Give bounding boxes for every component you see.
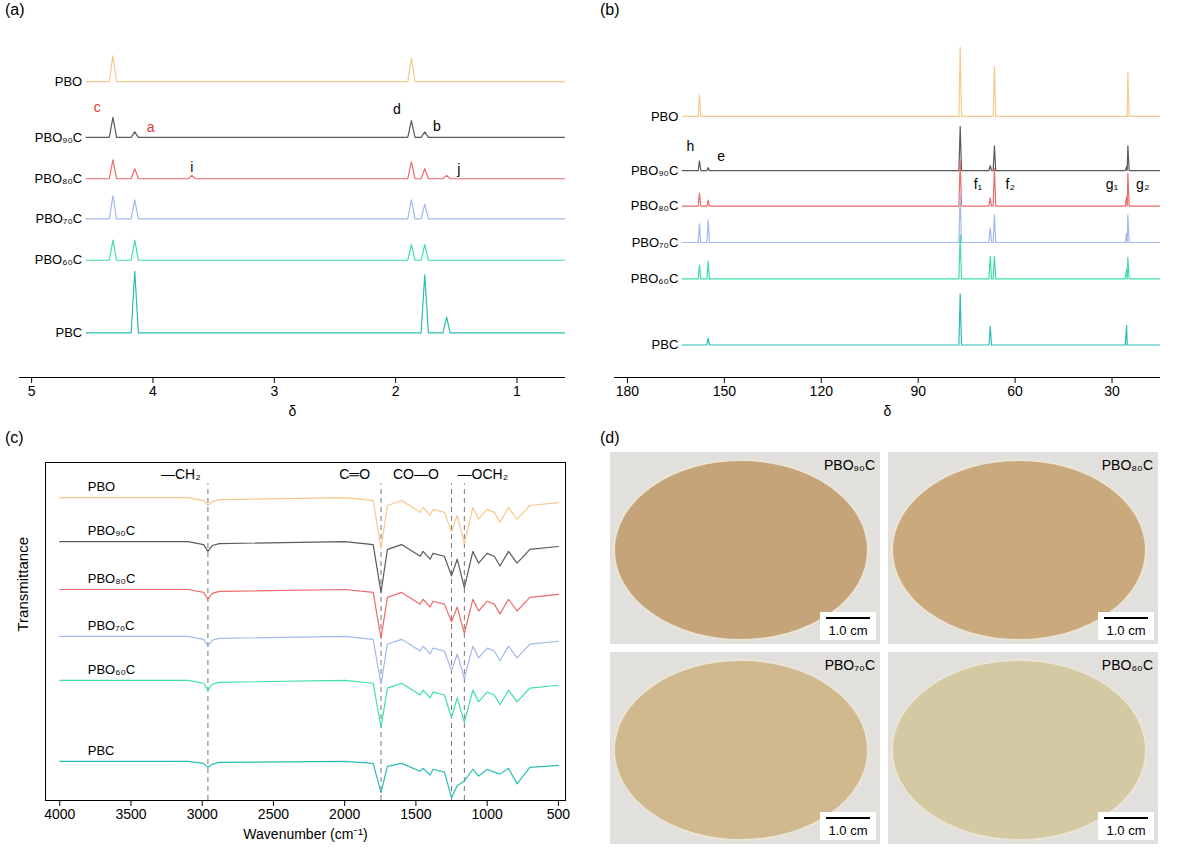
svg-text:f₂: f₂ [1006, 176, 1015, 192]
svg-text:PBO₈₀C: PBO₈₀C [35, 171, 83, 186]
svg-text:d: d [393, 101, 401, 117]
svg-text:PBO: PBO [651, 109, 678, 124]
svg-text:Transmittance: Transmittance [14, 537, 31, 631]
svg-text:1.0 cm: 1.0 cm [828, 823, 867, 838]
svg-text:PBO₉₀C: PBO₉₀C [88, 523, 135, 538]
svg-text:PBO₆₀C: PBO₆₀C [631, 271, 678, 286]
svg-text:PBO₆₀C: PBO₆₀C [88, 662, 135, 677]
svg-text:i: i [190, 159, 193, 175]
svg-text:PBO₇₀C: PBO₇₀C [36, 211, 83, 226]
svg-text:—CH₂: —CH₂ [161, 466, 201, 482]
svg-text:PBO₉₀C: PBO₉₀C [824, 457, 875, 473]
svg-text:30: 30 [1104, 383, 1120, 399]
html-text:(a): (a) [5, 1, 25, 18]
svg-text:3: 3 [270, 383, 278, 399]
html-text:(d): (d) [600, 429, 620, 446]
svg-text:PBO₆₀C: PBO₆₀C [1102, 657, 1153, 673]
svg-text:2: 2 [392, 383, 400, 399]
svg-text:3000: 3000 [187, 806, 218, 822]
svg-text:PBO₇₀C: PBO₇₀C [825, 657, 875, 673]
svg-text:b: b [433, 118, 441, 134]
svg-text:PBC: PBC [55, 325, 82, 340]
svg-text:120: 120 [810, 383, 834, 399]
svg-text:PBO₉₀C: PBO₉₀C [631, 163, 678, 178]
svg-text:60: 60 [1007, 383, 1023, 399]
svg-text:PBO₈₀C: PBO₈₀C [88, 571, 136, 586]
svg-text:3500: 3500 [115, 806, 146, 822]
svg-text:δ: δ [289, 403, 297, 419]
svg-text:e: e [717, 148, 725, 164]
svg-text:PBO₇₀C: PBO₇₀C [88, 618, 135, 633]
svg-text:c: c [94, 99, 101, 115]
svg-text:500: 500 [547, 806, 571, 822]
svg-text:f₁: f₁ [974, 176, 983, 192]
svg-text:1.0 cm: 1.0 cm [828, 623, 867, 638]
svg-text:2000: 2000 [329, 806, 360, 822]
svg-text:2500: 2500 [258, 806, 289, 822]
svg-text:1: 1 [513, 383, 521, 399]
svg-text:180: 180 [616, 383, 640, 399]
svg-text:a: a [147, 119, 155, 135]
svg-text:1.0 cm: 1.0 cm [1106, 823, 1145, 838]
svg-text:PBO: PBO [88, 479, 115, 494]
svg-text:g₁: g₁ [1106, 176, 1119, 192]
html-text:(c): (c) [5, 429, 24, 446]
svg-text:90: 90 [910, 383, 926, 399]
svg-text:PBC: PBC [652, 337, 679, 352]
svg-text:h: h [687, 138, 695, 154]
svg-text:5: 5 [28, 383, 36, 399]
svg-text:1500: 1500 [400, 806, 431, 822]
svg-text:g₂: g₂ [1136, 176, 1149, 192]
svg-text:Wavenumber (cm⁻¹): Wavenumber (cm⁻¹) [243, 826, 367, 842]
svg-text:PBO: PBO [55, 74, 82, 89]
svg-text:PBO₆₀C: PBO₆₀C [35, 252, 82, 267]
svg-text:CO—O: CO—O [393, 466, 439, 482]
svg-text:—OCH₂: —OCH₂ [458, 466, 509, 482]
svg-text:150: 150 [713, 383, 737, 399]
svg-text:PBO₈₀C: PBO₈₀C [631, 198, 679, 213]
svg-text:j: j [456, 161, 460, 177]
svg-text:δ: δ [884, 403, 892, 419]
svg-text:PBC: PBC [88, 743, 115, 758]
svg-text:PBO₇₀C: PBO₇₀C [632, 235, 679, 250]
svg-text:1.0 cm: 1.0 cm [1106, 623, 1145, 638]
svg-text:PBO₈₀C: PBO₈₀C [1102, 457, 1153, 473]
svg-text:4: 4 [149, 383, 157, 399]
svg-text:1000: 1000 [472, 806, 503, 822]
svg-text:PBO₉₀C: PBO₉₀C [35, 130, 82, 145]
html-text:(b): (b) [600, 1, 620, 18]
svg-text:4000: 4000 [44, 806, 75, 822]
svg-text:C═O: C═O [339, 466, 370, 482]
